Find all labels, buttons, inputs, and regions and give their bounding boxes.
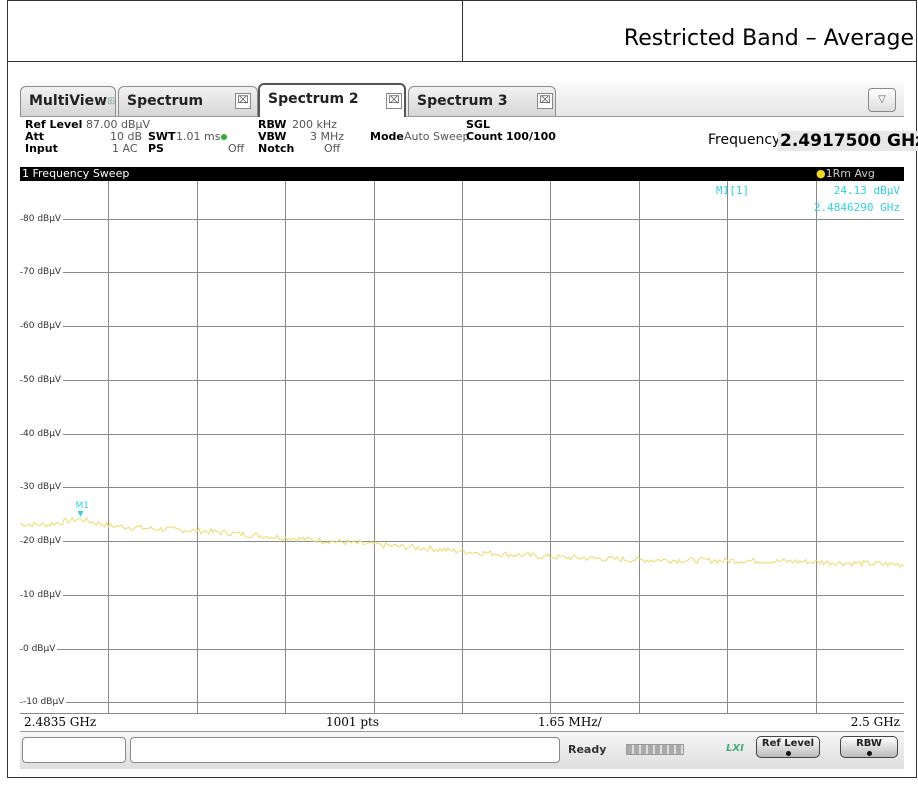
ref-level-label: Ref Level	[25, 118, 83, 131]
grid-icon: ⊞	[107, 96, 116, 107]
lxi-icon: LXI	[726, 743, 744, 754]
status-ready: Ready	[568, 743, 607, 756]
status-field-2	[130, 737, 560, 763]
y-tick-label: 70 dBµV	[23, 266, 64, 277]
trace-label-text: 1Rm Avg	[825, 167, 875, 180]
mode-label: Mode	[370, 130, 404, 143]
ps-value: Off	[228, 142, 245, 155]
y-tick-label: 40 dBµV	[23, 428, 64, 439]
led-icon	[866, 751, 872, 756]
att-value: 10 dB	[110, 130, 143, 143]
spectrum-plot[interactable]: M1 80 dBµV 70 dBµV 60 dBµV 50 dBµV 40 dBµV 30…	[20, 181, 904, 713]
x-div-label: 1.65 MHz/	[538, 715, 602, 729]
ref-level-value: 87.00 dBµV	[86, 118, 151, 131]
y-tick-label: 10 dBµV	[23, 589, 64, 600]
plot-title-bar: 1 Frequency Sweep ●1Rm Avg	[20, 167, 904, 181]
rbw-softkey-label: RBW	[856, 738, 882, 749]
tab-multiview-label: MultiView	[29, 93, 108, 109]
y-tick-label: 50 dBµV	[23, 374, 64, 385]
marker-triangle	[77, 510, 84, 517]
y-tick-label: 60 dBµV	[23, 320, 64, 331]
sgl-label: SGL	[466, 118, 490, 131]
status-bar: Ready LXI Ref Level RBW	[20, 731, 904, 769]
marker-group: M1	[75, 501, 89, 517]
tab-spectrum-2-label: Spectrum 2	[268, 91, 359, 107]
tab-spectrum-label: Spectrum	[127, 93, 204, 109]
marker-label: M1[1]	[716, 184, 750, 197]
plot-title: 1 Frequency Sweep	[22, 167, 130, 180]
ref-level-softkey-label: Ref Level	[761, 738, 815, 749]
swt-label: SWT	[148, 130, 176, 143]
count-value: 100/100	[506, 130, 556, 143]
input-label: Input	[25, 142, 58, 155]
progress-indicator	[626, 744, 684, 755]
count-label: Count	[466, 130, 503, 143]
chevron-down-icon[interactable]: ▽	[868, 88, 896, 112]
trace-line	[20, 516, 904, 568]
spectrum-plot-svg: M1	[20, 181, 904, 713]
tab-spectrum-2[interactable]: Spectrum 2 ⌧	[258, 83, 406, 117]
y-tick-label: -10 dBµV	[23, 696, 67, 707]
y-tick-label: 20 dBµV	[23, 535, 64, 546]
status-dot	[221, 131, 229, 143]
y-tick-label: 30 dBµV	[23, 481, 64, 492]
ref-level-softkey[interactable]: Ref Level	[756, 736, 820, 758]
tab-multiview[interactable]: MultiView ⊞	[20, 86, 116, 116]
y-tick-label: 0 dBµV	[23, 643, 58, 654]
att-label: Att	[25, 130, 45, 143]
frequency-label: Frequency	[708, 132, 781, 148]
vbw-value: 3 MHz	[310, 130, 345, 143]
notch-value: Off	[324, 142, 341, 155]
x-start-label: 2.4835 GHz	[24, 715, 97, 729]
close-icon[interactable]: ⌧	[386, 93, 402, 109]
tab-spectrum[interactable]: Spectrum ⌧	[118, 86, 258, 116]
trace-label: ●1Rm Avg	[816, 167, 875, 180]
ps-label: PS	[148, 142, 164, 155]
mode-value: Auto Sweep	[404, 130, 470, 143]
tab-spectrum-3-label: Spectrum 3	[417, 93, 508, 109]
marker-tag: M1	[75, 501, 89, 511]
rbw-label: RBW	[258, 118, 287, 131]
report-header-divider	[462, 0, 463, 62]
close-icon[interactable]: ⌧	[537, 93, 553, 109]
y-tick-label: 80 dBµV	[23, 213, 64, 224]
measurement-settings: Ref Level 87.00 dBµV Att 10 dB Input 1 A…	[20, 117, 918, 167]
report-title: Restricted Band – Average	[623, 26, 914, 51]
x-points-label: 1001 pts	[326, 715, 380, 729]
notch-label: Notch	[258, 142, 295, 155]
input-value: 1 AC	[112, 142, 138, 155]
frequency-value[interactable]: 2.4917500 GHz	[778, 131, 918, 151]
tab-spectrum-3[interactable]: Spectrum 3 ⌧	[408, 86, 556, 116]
status-field-1	[22, 737, 126, 763]
led-icon	[785, 751, 791, 756]
x-stop-label: 2.5 GHz	[850, 715, 900, 729]
marker-level: 24.13 dBµV	[833, 184, 900, 197]
swt-value: 1.01 ms	[176, 130, 221, 143]
marker-frequency: 2.4846290 GHz	[813, 201, 900, 214]
rbw-softkey[interactable]: RBW	[840, 736, 898, 758]
plot-grid	[20, 181, 904, 713]
rbw-value: 200 kHz	[292, 118, 337, 131]
close-icon[interactable]: ⌧	[235, 93, 251, 109]
vbw-label: VBW	[258, 130, 287, 143]
x-axis-footer: 2.4835 GHz 1001 pts 1.65 MHz/ 2.5 GHz	[20, 713, 904, 732]
